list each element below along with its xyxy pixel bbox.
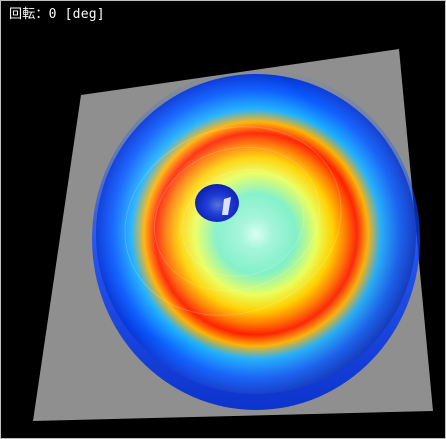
rotation-readout: 回転：0 [deg] bbox=[9, 7, 105, 22]
center-hole-highlight bbox=[222, 197, 231, 215]
surface-texture bbox=[124, 126, 342, 316]
center-hole bbox=[195, 184, 239, 222]
surface-shading bbox=[96, 74, 416, 394]
